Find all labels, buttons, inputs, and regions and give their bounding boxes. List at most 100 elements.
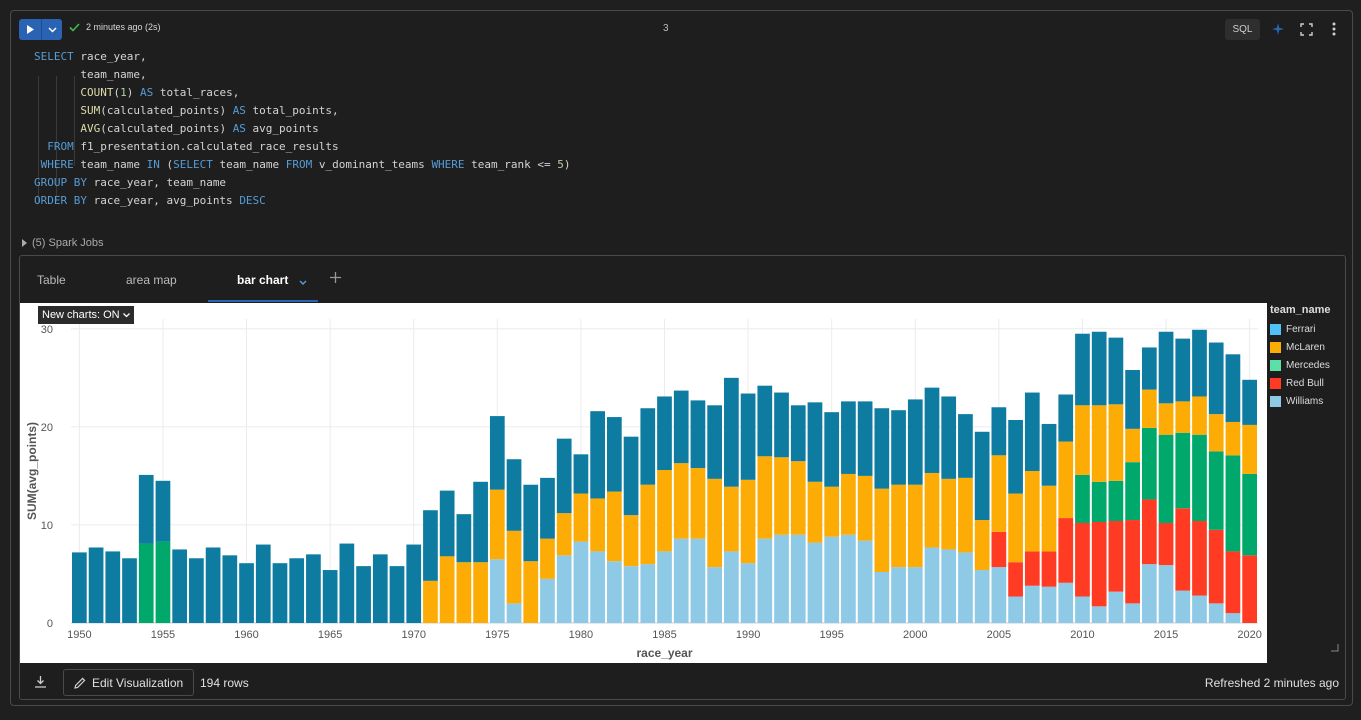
bar-segment[interactable]	[807, 481, 823, 543]
bar-segment[interactable]	[138, 543, 154, 623]
bar-segment[interactable]	[1242, 555, 1257, 623]
bar-segment[interactable]	[556, 555, 572, 623]
bar-segment[interactable]	[1141, 347, 1157, 390]
resize-handle-icon[interactable]	[1331, 639, 1339, 657]
bar-segment[interactable]	[941, 396, 957, 479]
bar-segment[interactable]	[623, 436, 639, 516]
bar-segment[interactable]	[1091, 481, 1107, 522]
bar-segment[interactable]	[991, 531, 1007, 568]
bar-segment[interactable]	[924, 472, 940, 548]
bar-segment[interactable]	[138, 474, 154, 544]
bar-segment[interactable]	[1008, 420, 1023, 494]
bar-segment[interactable]	[1075, 522, 1090, 597]
bar-segment[interactable]	[673, 538, 689, 623]
bar-segment[interactable]	[1058, 441, 1074, 519]
bar-segment[interactable]	[1108, 521, 1124, 592]
bar-segment[interactable]	[1175, 401, 1191, 433]
bar-segment[interactable]	[757, 456, 773, 539]
bar-segment[interactable]	[958, 414, 973, 478]
bar-segment[interactable]	[640, 564, 656, 623]
bar-segment[interactable]	[824, 486, 840, 537]
bar-segment[interactable]	[1158, 434, 1174, 523]
bar-segment[interactable]	[439, 556, 455, 623]
bar-segment[interactable]	[1141, 389, 1157, 428]
bar-segment[interactable]	[774, 534, 789, 623]
bar-segment[interactable]	[1058, 518, 1074, 583]
bar-segment[interactable]	[690, 400, 706, 469]
bar-segment[interactable]	[623, 566, 639, 623]
bar-segment[interactable]	[1175, 590, 1191, 623]
bar-segment[interactable]	[356, 566, 371, 623]
bar-segment[interactable]	[540, 477, 555, 539]
ai-assistant-icon[interactable]	[1269, 20, 1287, 38]
bar-segment[interactable]	[122, 558, 137, 623]
bar-segment[interactable]	[807, 542, 823, 623]
bar-segment[interactable]	[1225, 354, 1241, 422]
bar-segment[interactable]	[506, 603, 522, 623]
run-options-dropdown[interactable]	[41, 19, 62, 40]
more-options-icon[interactable]	[1325, 20, 1343, 38]
bar-segment[interactable]	[657, 470, 672, 552]
bar-segment[interactable]	[1192, 329, 1207, 397]
bar-segment[interactable]	[1108, 337, 1124, 405]
bar-segment[interactable]	[255, 544, 271, 623]
bar-segment[interactable]	[1091, 331, 1107, 406]
bar-segment[interactable]	[222, 555, 238, 623]
bar-segment[interactable]	[974, 520, 990, 571]
bar-segment[interactable]	[88, 547, 104, 623]
fullscreen-icon[interactable]	[1297, 20, 1315, 38]
bar-segment[interactable]	[322, 570, 338, 623]
bar-segment[interactable]	[1008, 596, 1023, 623]
bar-segment[interactable]	[1242, 473, 1257, 556]
bar-segment[interactable]	[1125, 520, 1140, 604]
bar-segment[interactable]	[1175, 338, 1191, 402]
bar-segment[interactable]	[1024, 585, 1040, 623]
bar-segment[interactable]	[757, 538, 773, 623]
bar-segment[interactable]	[724, 551, 739, 623]
bar-segment[interactable]	[1058, 394, 1074, 442]
bar-segment[interactable]	[489, 489, 505, 560]
bar-segment[interactable]	[72, 552, 87, 623]
bar-segment[interactable]	[974, 431, 990, 521]
language-badge[interactable]: SQL	[1225, 19, 1260, 40]
bar-segment[interactable]	[1125, 428, 1140, 463]
bar-segment[interactable]	[707, 405, 723, 479]
bar-segment[interactable]	[841, 473, 856, 535]
bar-segment[interactable]	[1208, 414, 1224, 452]
bar-segment[interactable]	[423, 510, 438, 581]
legend-item[interactable]: Ferrari	[1270, 320, 1331, 338]
bar-segment[interactable]	[272, 563, 288, 623]
bar-segment[interactable]	[991, 407, 1007, 456]
bar-segment[interactable]	[707, 567, 723, 623]
bar-segment[interactable]	[640, 484, 656, 565]
bar-segment[interactable]	[673, 390, 689, 464]
bar-segment[interactable]	[740, 479, 756, 564]
bar-segment[interactable]	[907, 567, 923, 623]
bar-segment[interactable]	[1125, 462, 1140, 521]
bar-segment[interactable]	[456, 562, 472, 623]
bar-segment[interactable]	[790, 461, 806, 535]
bar-segment[interactable]	[1008, 562, 1023, 597]
bar-segment[interactable]	[740, 393, 756, 480]
bar-segment[interactable]	[1041, 423, 1057, 486]
bar-segment[interactable]	[974, 570, 990, 623]
bar-segment[interactable]	[1058, 582, 1074, 623]
bar-segment[interactable]	[1075, 405, 1090, 475]
tab-bar-chart[interactable]: bar chart	[237, 273, 289, 287]
bar-segment[interactable]	[606, 491, 622, 562]
bar-segment[interactable]	[573, 493, 589, 542]
bar-segment[interactable]	[1208, 451, 1224, 530]
bar-segment[interactable]	[406, 544, 422, 623]
bar-segment[interactable]	[1108, 404, 1124, 481]
bar-segment[interactable]	[857, 401, 873, 476]
bar-segment[interactable]	[874, 572, 890, 623]
bar-segment[interactable]	[1192, 396, 1207, 435]
bar-segment[interactable]	[657, 551, 672, 623]
bar-segment[interactable]	[1075, 596, 1090, 623]
bar-segment[interactable]	[590, 498, 605, 552]
bar-segment[interactable]	[774, 457, 789, 535]
bar-segment[interactable]	[506, 459, 522, 531]
bar-segment[interactable]	[489, 559, 505, 623]
bar-segment[interactable]	[891, 410, 906, 485]
bar-segment[interactable]	[824, 412, 840, 487]
